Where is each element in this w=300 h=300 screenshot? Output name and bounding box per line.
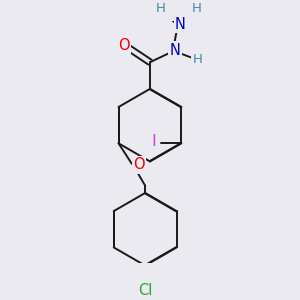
Text: H: H	[156, 2, 166, 15]
Text: O: O	[118, 38, 130, 53]
Text: N: N	[169, 43, 180, 58]
Text: N: N	[175, 17, 186, 32]
Text: Cl: Cl	[138, 284, 152, 298]
Text: H: H	[191, 2, 201, 15]
Text: O: O	[133, 158, 145, 172]
Text: I: I	[151, 134, 156, 149]
Text: H: H	[192, 53, 202, 66]
